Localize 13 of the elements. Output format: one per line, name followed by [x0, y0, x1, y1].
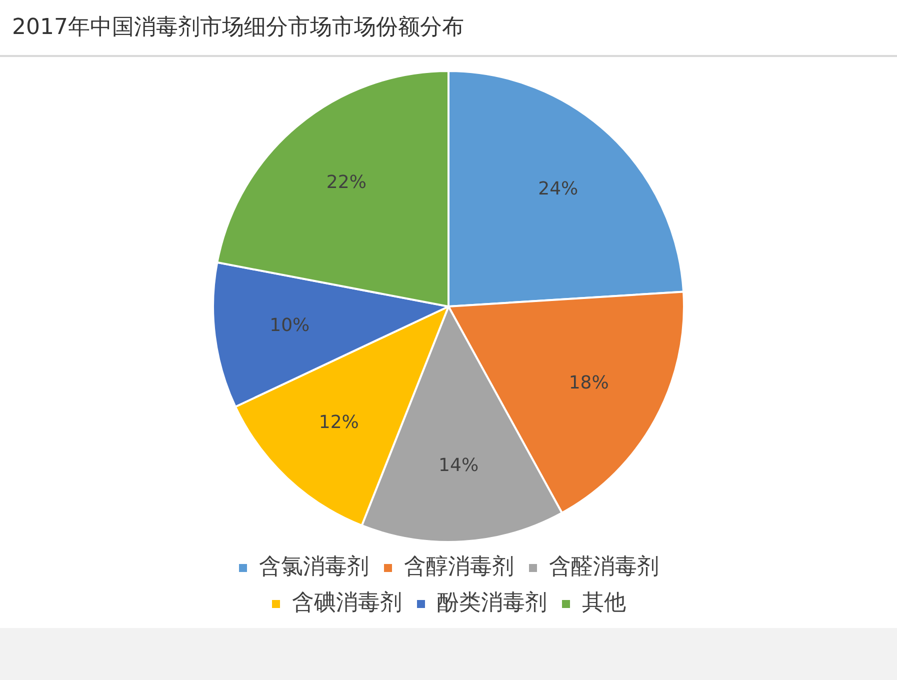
legend-label: 含醇消毒剂: [404, 554, 514, 580]
data-label: 18%: [568, 372, 609, 394]
data-label: 14%: [438, 454, 479, 476]
legend-label: 含碘消毒剂: [292, 590, 402, 616]
legend-label: 含氯消毒剂: [259, 554, 369, 580]
legend-label: 含醛消毒剂: [549, 554, 659, 580]
legend-label: 其他: [582, 590, 626, 616]
data-label: 12%: [318, 412, 359, 433]
data-label: 24%: [538, 178, 578, 200]
data-label: 10%: [270, 315, 310, 336]
data-label: 22%: [326, 172, 366, 193]
chart-title: 2017年中国消毒剂市场细分市场市场份额分布: [12, 14, 464, 42]
legend-label: 酚类消毒剂: [437, 590, 547, 616]
